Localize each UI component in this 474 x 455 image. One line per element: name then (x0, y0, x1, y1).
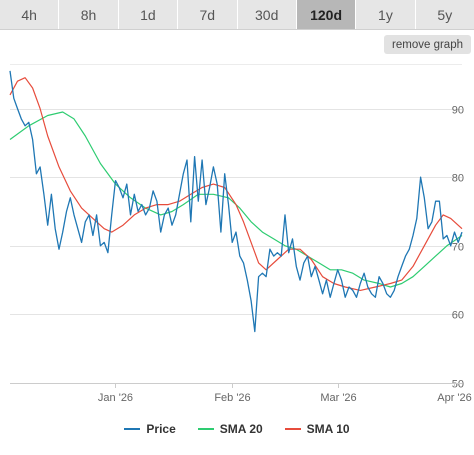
remove-graph-button[interactable]: remove graph (384, 35, 471, 54)
x-tick-label: Jan '26 (98, 392, 133, 404)
legend-label: Price (146, 422, 176, 436)
tab-7d[interactable]: 7d (178, 0, 238, 29)
legend-swatch (124, 428, 141, 430)
y-tick-label: 70 (452, 242, 464, 254)
tab-8h[interactable]: 8h (59, 0, 119, 29)
tab-4h[interactable]: 4h (0, 0, 60, 29)
legend-swatch (197, 428, 214, 430)
x-tick-label: Apr '26 (437, 392, 472, 404)
chart-grid (10, 64, 462, 384)
y-tick-label: 90 (452, 105, 464, 117)
tab-1y[interactable]: 1y (356, 0, 416, 29)
tab-5y[interactable]: 5y (437, 6, 453, 23)
y-axis: 50 60 70 80 90 (452, 105, 464, 391)
tab-120d[interactable]: 120d (296, 0, 357, 29)
tab-30d[interactable]: 30d (238, 0, 297, 29)
y-tick-label: 80 (452, 173, 464, 185)
legend-item-sma-10[interactable]: SMA 10 (284, 422, 350, 436)
price-chart: 50 60 70 80 90 Jan '26 Feb '26 Mar '26 Apr '26 (9, 64, 472, 404)
legend-item-price[interactable]: Price (124, 422, 176, 436)
tab-1d[interactable]: 1d (119, 0, 179, 29)
x-tick-label: Feb '26 (214, 392, 250, 404)
legend-label: SMA 10 (306, 422, 350, 436)
series-line-sma-20 (9, 111, 463, 288)
legend-item-sma-20[interactable]: SMA 20 (197, 422, 263, 436)
y-tick-label: 60 (452, 310, 464, 322)
series-line-price (9, 70, 463, 333)
chart-series (9, 70, 463, 333)
chart-legend: Price SMA 20 SMA 10 (0, 420, 474, 438)
x-tick-label: Mar '26 (320, 392, 356, 404)
range-tab-bar: 4h 8h 1d 7d 30d 120d 1y 5y (0, 0, 474, 30)
y-tick-label: 50 (452, 379, 464, 391)
x-axis: Jan '26 Feb '26 Mar '26 Apr '26 (10, 383, 472, 404)
legend-label: SMA 20 (219, 422, 263, 436)
legend-swatch (284, 428, 301, 430)
series-line-sma-10 (9, 77, 463, 291)
